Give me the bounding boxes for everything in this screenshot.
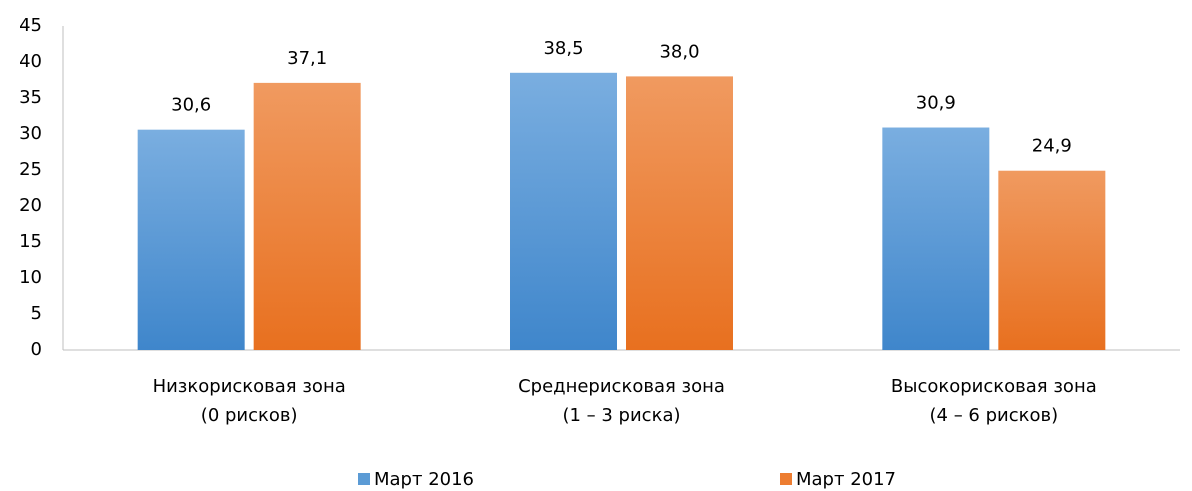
bar <box>137 129 245 350</box>
x-tick-label: Среднерисковая зона <box>518 376 725 397</box>
legend-swatch <box>358 473 370 485</box>
legend-swatch <box>780 473 792 485</box>
x-tick-label: (4 – 6 рисков) <box>930 405 1059 426</box>
y-tick-label: 5 <box>31 303 42 324</box>
y-tick-label: 35 <box>19 87 42 108</box>
y-tick-label: 40 <box>19 51 42 72</box>
value-label: 30,6 <box>171 95 211 116</box>
y-tick-label: 25 <box>19 159 42 180</box>
bar <box>998 170 1106 350</box>
value-label: 24,9 <box>1032 136 1072 157</box>
legend-label: Март 2016 <box>374 469 474 490</box>
y-tick-label: 45 <box>19 15 42 36</box>
legend-label: Март 2017 <box>796 469 896 490</box>
value-label: 30,9 <box>916 93 956 114</box>
x-tick-label: Низкорисковая зона <box>153 376 346 397</box>
bar <box>253 82 361 350</box>
y-tick-label: 0 <box>31 339 42 360</box>
value-label: 38,5 <box>543 38 583 59</box>
y-tick-label: 15 <box>19 231 42 252</box>
y-tick-label: 10 <box>19 267 42 288</box>
y-tick-label: 30 <box>19 123 42 144</box>
x-tick-label: (1 – 3 риска) <box>562 405 680 426</box>
bar <box>510 72 617 351</box>
y-tick-label: 20 <box>19 195 42 216</box>
x-tick-label: Высокорисковая зона <box>891 376 1097 397</box>
bar <box>626 76 733 351</box>
value-label: 38,0 <box>659 41 699 62</box>
bar <box>882 127 990 351</box>
value-label: 37,1 <box>287 48 327 69</box>
x-tick-label: (0 рисков) <box>201 405 298 426</box>
